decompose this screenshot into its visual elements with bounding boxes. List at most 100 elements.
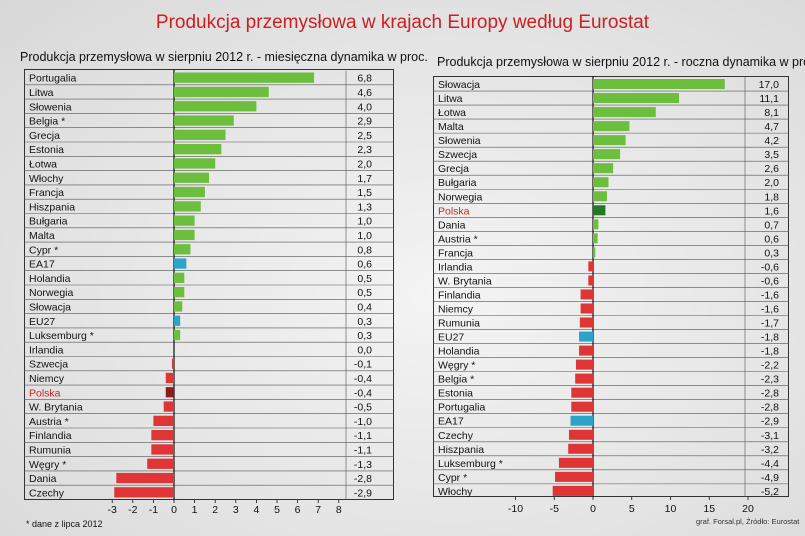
right-tick-label: 0	[590, 503, 596, 515]
right-tick-label: -10	[508, 503, 523, 515]
left-category-label: EU27	[29, 316, 55, 328]
left-value-label: -0,5	[354, 402, 372, 414]
left-value-label: 4,6	[357, 87, 372, 99]
left-value-label: 0,3	[357, 330, 372, 342]
left-value-label: 6,8	[357, 73, 372, 85]
left-bar	[174, 172, 210, 183]
right-category-label: Francja	[438, 247, 473, 259]
right-category-label: Rumunia	[438, 318, 480, 330]
left-chart-title: Produkcja przemysłowa w sierpniu 2012 r.…	[20, 50, 428, 64]
left-tick-label: 5	[274, 504, 280, 516]
left-category-label: W. Brytania	[29, 402, 83, 414]
right-category-label: Słowenia	[438, 135, 481, 147]
right-bar	[593, 247, 596, 258]
left-value-label: 2,0	[357, 158, 372, 170]
left-category-label: EA17	[29, 259, 55, 271]
left-category-label: Litwa	[29, 87, 54, 99]
left-value-label: 0,6	[357, 259, 372, 271]
left-category-label: Holandia	[29, 273, 71, 285]
right-bar	[580, 289, 593, 300]
left-bar	[116, 472, 174, 484]
left-bar	[174, 287, 185, 298]
right-bar	[593, 149, 621, 160]
right-value-label: 8,1	[764, 107, 779, 119]
left-value-label: 2,3	[357, 144, 372, 156]
left-category-label: Malta	[29, 230, 55, 242]
left-bar	[174, 244, 191, 255]
right-value-label: -0,6	[761, 261, 779, 273]
right-bar	[593, 93, 680, 104]
left-value-label: -0,4	[354, 373, 372, 385]
right-value-label: 3,5	[764, 149, 779, 161]
left-category-label: Finlandia	[29, 430, 72, 442]
left-category-label: Estonia	[29, 144, 64, 156]
left-tick-label: -1	[149, 504, 158, 516]
right-value-label: -0,6	[761, 275, 779, 287]
right-bar	[593, 135, 626, 146]
right-category-label: Bułgaria	[438, 177, 477, 189]
right-value-label: 11,1	[759, 93, 779, 105]
right-category-label: Litwa	[438, 93, 463, 105]
left-tick-label: -2	[128, 504, 137, 516]
right-bar	[593, 205, 606, 216]
footnote: * dane z lipca 2012	[26, 519, 103, 529]
right-category-label: Luksemburg *	[438, 458, 503, 470]
right-tick-label: 5	[629, 503, 635, 515]
left-tick-label: 4	[253, 504, 259, 516]
right-category-label: W. Brytania	[438, 275, 492, 287]
right-value-label: -3,1	[761, 430, 779, 442]
right-bar	[568, 443, 593, 454]
left-tick-label: 0	[171, 504, 177, 516]
right-category-label: Słowacja	[438, 79, 480, 91]
left-value-label: -1,1	[354, 430, 372, 442]
right-bar	[593, 79, 725, 90]
right-value-label: 1,6	[764, 205, 779, 217]
left-category-label: Belgia *	[29, 116, 65, 128]
right-value-label: 0,3	[764, 247, 779, 259]
left-bar	[174, 301, 183, 312]
left-value-label: 0,3	[357, 316, 372, 328]
right-category-label: Grecja	[438, 163, 469, 175]
right-category-label: Hiszpania	[438, 444, 484, 456]
left-bar	[165, 372, 174, 384]
left-category-label: Luksemburg *	[29, 330, 94, 342]
left-bar	[174, 201, 201, 212]
left-category-label: Cypr *	[29, 244, 58, 256]
right-bar	[571, 387, 593, 398]
left-value-label: 2,9	[357, 116, 372, 128]
left-category-label: Austria *	[29, 416, 69, 428]
right-category-label: Holandia	[438, 346, 480, 358]
left-value-label: 1,3	[357, 201, 372, 213]
right-tick-label: 10	[665, 503, 677, 515]
right-value-label: -1,8	[761, 346, 779, 358]
right-tick-label: 20	[742, 503, 754, 515]
right-bar	[593, 233, 598, 244]
right-category-label: EA17	[438, 416, 464, 428]
right-bar	[593, 121, 630, 132]
right-value-label: -2,3	[761, 374, 779, 386]
left-value-label: 2,5	[357, 130, 372, 142]
left-bar	[174, 86, 269, 98]
right-bar	[588, 261, 593, 272]
right-tick-label: -5	[550, 503, 559, 515]
left-tick-label: -3	[108, 504, 117, 516]
left-bar	[174, 144, 222, 155]
right-bar	[593, 163, 614, 174]
left-value-label: -1,1	[354, 444, 372, 456]
right-bar	[593, 191, 607, 202]
left-bar	[174, 315, 181, 326]
right-category-label: Estonia	[438, 388, 473, 400]
right-category-label: Malta	[438, 121, 464, 133]
right-value-label: -1,6	[761, 289, 779, 301]
left-bar	[174, 272, 185, 283]
right-value-label: -1,8	[761, 332, 779, 344]
right-bar	[579, 317, 593, 328]
left-value-label: -1,0	[354, 416, 372, 428]
right-bar	[579, 331, 593, 342]
left-value-label: 1,0	[357, 216, 372, 228]
left-chart-frame	[24, 69, 394, 500]
right-category-label: Szwecja	[438, 149, 477, 161]
right-value-label: 2,6	[764, 163, 779, 175]
left-bar	[174, 186, 205, 198]
right-bar	[552, 485, 593, 496]
